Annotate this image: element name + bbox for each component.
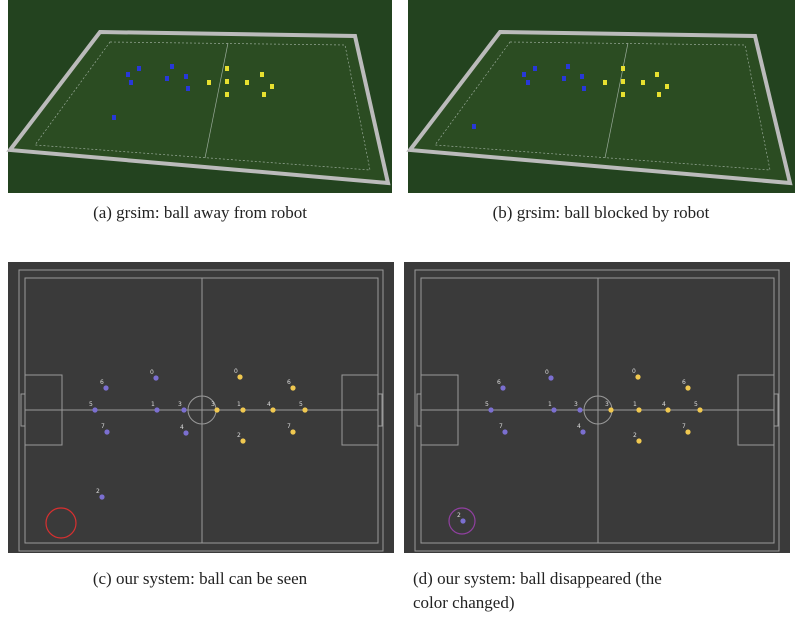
robot-id: 4 xyxy=(267,401,271,408)
robot xyxy=(636,407,642,413)
robot-id: 1 xyxy=(548,401,552,408)
robot xyxy=(302,407,308,413)
robot xyxy=(577,407,583,413)
robot xyxy=(240,407,246,413)
field-background xyxy=(404,262,790,553)
blue-robots xyxy=(472,64,586,129)
robot-id: 0 xyxy=(150,369,154,376)
robot xyxy=(580,429,586,435)
yellow-robots xyxy=(603,66,669,97)
caption: (b) grsim: ball blocked by robot xyxy=(493,203,710,222)
field-background xyxy=(8,262,394,553)
field-lines xyxy=(34,41,371,171)
caption: color changed) xyxy=(413,593,514,612)
robot xyxy=(685,385,691,391)
robot-id: 6 xyxy=(497,379,501,386)
robot xyxy=(103,385,109,391)
robot-id: 0 xyxy=(234,368,238,375)
robot-id: 1 xyxy=(237,401,241,408)
robot xyxy=(270,407,276,413)
robot xyxy=(181,407,187,413)
ball-marker xyxy=(448,507,476,535)
robot xyxy=(697,407,703,413)
robot xyxy=(685,429,691,435)
center-line xyxy=(204,42,229,159)
field-view: 6 5 7 0 1 3 4 2 0 6 3 1 4 5 2 7 xyxy=(8,262,394,553)
robot-id: 3 xyxy=(211,401,215,408)
robot xyxy=(154,407,160,413)
robot-id: 4 xyxy=(180,424,184,431)
robot-id: 2 xyxy=(96,488,100,495)
robot-id: 4 xyxy=(577,423,581,430)
robot xyxy=(92,407,98,413)
robot-id: 4 xyxy=(662,401,666,408)
robot xyxy=(237,374,243,380)
robot-id: 3 xyxy=(178,401,182,408)
robot xyxy=(183,430,189,436)
robot xyxy=(502,429,508,435)
field-boundary xyxy=(18,269,384,552)
blue-robots xyxy=(112,64,190,120)
robot xyxy=(104,429,110,435)
robot xyxy=(214,407,220,413)
robot-id: 3 xyxy=(605,401,609,408)
robot-id: 6 xyxy=(682,379,686,386)
robot-id: 5 xyxy=(485,401,489,408)
center-line xyxy=(604,42,629,159)
caption: (a) grsim: ball away from robot xyxy=(93,203,307,222)
robot-id: 7 xyxy=(682,423,686,430)
robot-id: 7 xyxy=(287,423,291,430)
robot-id: 1 xyxy=(633,401,637,408)
field-lines xyxy=(434,41,771,171)
goal xyxy=(416,393,422,427)
sim-view-a xyxy=(6,0,392,193)
robot xyxy=(551,407,557,413)
robot-id: 7 xyxy=(101,423,105,430)
robot-id: 7 xyxy=(499,423,503,430)
sim-view-b xyxy=(406,0,795,193)
yellow-robots xyxy=(207,66,274,97)
robot xyxy=(290,429,296,435)
robot-id: 2 xyxy=(457,512,461,519)
robot xyxy=(290,385,296,391)
robot-id: 5 xyxy=(694,401,698,408)
robot-id: 5 xyxy=(299,401,303,408)
robot xyxy=(636,438,642,444)
ball-marker xyxy=(45,507,77,539)
robot-id: 0 xyxy=(632,368,636,375)
robot xyxy=(635,374,641,380)
goal xyxy=(377,393,383,427)
robot-id: 6 xyxy=(100,379,104,386)
robot-id: 0 xyxy=(545,369,549,376)
field-border xyxy=(406,29,793,186)
robot-id: 2 xyxy=(633,432,637,439)
robot-id: 2 xyxy=(237,432,241,439)
robot-id: 5 xyxy=(89,401,93,408)
robot xyxy=(500,385,506,391)
robot xyxy=(665,407,671,413)
caption: (d) our system: ball disappeared (the xyxy=(413,569,662,588)
goal xyxy=(20,393,26,427)
robot xyxy=(608,407,614,413)
robot xyxy=(240,438,246,444)
robot-id: 3 xyxy=(574,401,578,408)
goal xyxy=(773,393,779,427)
robot-id: 1 xyxy=(151,401,155,408)
field-border xyxy=(6,29,391,186)
robot xyxy=(488,407,494,413)
caption: (c) our system: ball can be seen xyxy=(93,569,308,588)
field-boundary xyxy=(414,269,780,552)
robot xyxy=(99,494,105,500)
robot xyxy=(153,375,159,381)
field-view: 6 5 7 0 1 3 4 2 0 6 3 1 4 5 2 7 xyxy=(404,262,790,553)
robot xyxy=(460,518,466,524)
robot xyxy=(548,375,554,381)
robot-id: 6 xyxy=(287,379,291,386)
